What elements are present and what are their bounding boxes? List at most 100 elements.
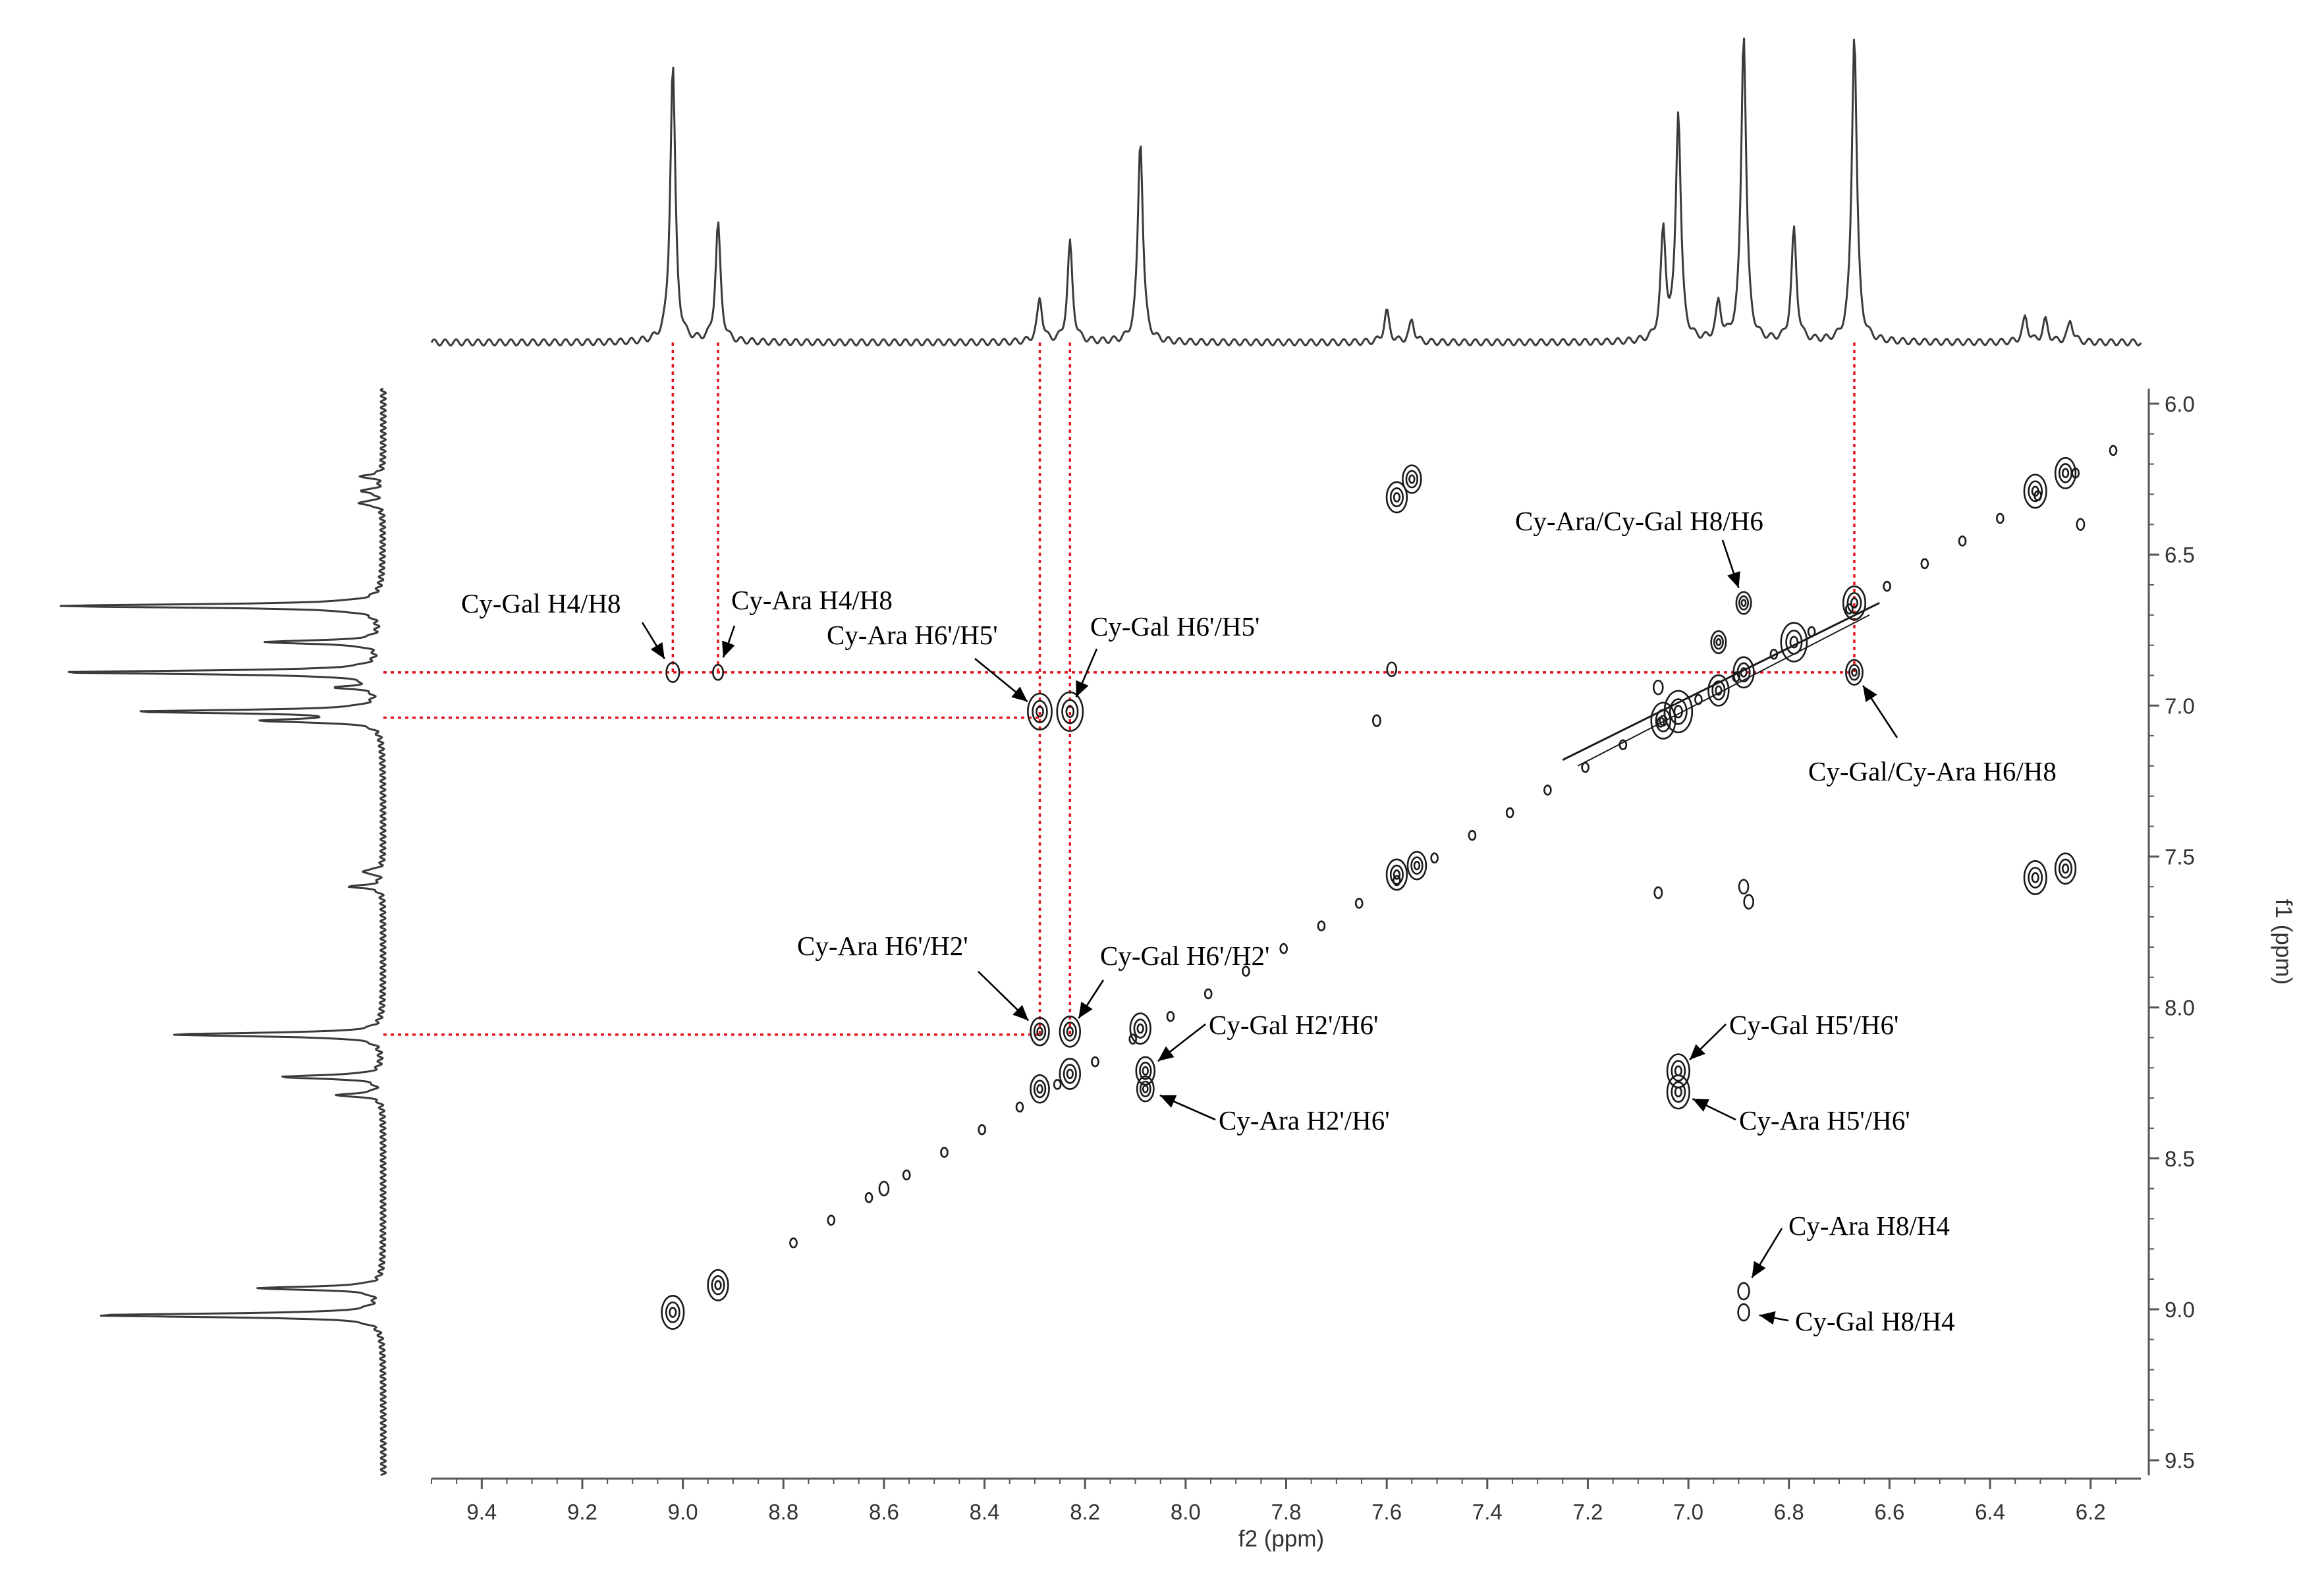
diagonal-dot xyxy=(1468,830,1477,841)
diagonal-ridge xyxy=(1577,614,1870,767)
diagonal-dot xyxy=(1995,512,2005,524)
cross-peak xyxy=(1389,864,1404,885)
diagonal-dot xyxy=(1694,694,1703,705)
x-tick-label: 6.2 xyxy=(2076,1500,2106,1524)
diagonal-dot xyxy=(1543,784,1552,796)
guide-lines xyxy=(383,342,1856,1036)
y-tick-label: 8.0 xyxy=(2165,996,2195,1020)
diagonal-dot xyxy=(1920,558,1929,570)
cross-peak xyxy=(1393,492,1401,503)
x-axis-title: f2 (ppm) xyxy=(1238,1526,1324,1552)
cross-peak xyxy=(2058,858,2073,879)
x-tick-label: 8.2 xyxy=(1070,1500,1100,1524)
diagonal-dot xyxy=(827,1215,836,1226)
cross-peak xyxy=(1737,1303,1750,1322)
cross-peak xyxy=(1738,879,1750,895)
x-tick-label: 6.4 xyxy=(1975,1500,2005,1524)
cross-peak xyxy=(1059,1015,1082,1048)
annotation-arrow xyxy=(1751,1228,1783,1278)
cross-peak xyxy=(1406,850,1427,881)
cross-peak xyxy=(1036,1084,1043,1094)
diagonal-dot xyxy=(1393,875,1401,887)
cross-peak xyxy=(1735,591,1752,615)
cross-peak xyxy=(1027,692,1053,731)
cross-peak xyxy=(1715,638,1722,647)
annotation-label: Cy-Ara H5'/H6' xyxy=(1739,1105,1910,1135)
diagonal-dot xyxy=(1958,535,1967,547)
diagonal-dot xyxy=(1242,966,1250,977)
cross-peak xyxy=(1389,487,1404,508)
annotation-label: Cy-Ara H4/H8 xyxy=(731,585,893,615)
cross-peak xyxy=(2031,485,2039,497)
cross-peak xyxy=(2058,463,2073,483)
cross-peak xyxy=(1142,1084,1149,1093)
diagonal-dot xyxy=(2109,445,2118,456)
cross-peak xyxy=(1142,1066,1149,1076)
cross-peak xyxy=(1385,858,1408,891)
x-tick-label: 8.8 xyxy=(768,1500,798,1524)
diagonal-dot xyxy=(1128,1033,1138,1045)
cross-peak xyxy=(1413,860,1421,871)
annotation-arrow xyxy=(1721,539,1740,589)
cross-peak xyxy=(2023,860,2047,896)
diagonal-dot xyxy=(940,1147,949,1158)
cross-peak xyxy=(878,1180,890,1197)
annotation-arrow xyxy=(641,622,665,660)
diagonal-dot xyxy=(1053,1079,1062,1090)
cross-peak xyxy=(1674,1086,1682,1098)
y-tick-label: 8.5 xyxy=(2165,1147,2195,1171)
cross-peak xyxy=(1030,1016,1050,1047)
y-tick-label: 6.5 xyxy=(2165,543,2195,567)
cross-peak xyxy=(1740,667,1748,678)
cross-peak xyxy=(2023,474,2047,509)
diagonal-dot xyxy=(1015,1101,1024,1113)
cross-peak xyxy=(1405,470,1419,489)
annotation-arrow xyxy=(978,971,1030,1022)
cross-peak xyxy=(1129,1012,1151,1045)
cross-peak xyxy=(1030,1074,1050,1104)
axes: 9.4 9.2 9.0 8.8 8.6 8.4 8.2 8.0 7.8 7.6 7.4 7.2 7.0 6… xyxy=(431,389,2195,1524)
y-tick-label: 7.5 xyxy=(2165,844,2195,869)
x-tick-label: 6.6 xyxy=(1874,1500,1904,1524)
annotation-arrow xyxy=(1157,1023,1206,1062)
cross-peak xyxy=(2028,480,2043,503)
cross-peak xyxy=(1848,664,1860,681)
cross-peak xyxy=(1715,685,1723,696)
cross-peak xyxy=(1061,699,1079,725)
diagonal-dot xyxy=(1883,580,1891,592)
cross-peak xyxy=(1033,1022,1047,1041)
cross-peak xyxy=(1842,585,1867,620)
diagonal-dot xyxy=(1091,1056,1099,1068)
x-tick-label: 7.8 xyxy=(1271,1500,1302,1524)
annotation-label: Cy-Ara H6'/H5' xyxy=(827,620,998,650)
annotation-label: Cy-Ara H2'/H6' xyxy=(1219,1105,1390,1135)
cross-peak xyxy=(1652,679,1664,696)
cross-peak xyxy=(1736,662,1751,682)
y-axis-title: f1 (ppm) xyxy=(2271,899,2296,985)
cross-peak xyxy=(1659,715,1668,727)
cross-peak xyxy=(714,1280,722,1291)
cross-peak xyxy=(1059,1058,1082,1090)
annotation-arrow xyxy=(1692,1098,1736,1121)
x-tick-label: 7.2 xyxy=(1573,1500,1603,1524)
annotation-label: Cy-Gal H6'/H5' xyxy=(1090,611,1259,642)
cross-peak xyxy=(1674,1065,1682,1077)
cross-peak xyxy=(1671,1081,1686,1103)
diagonal-dot xyxy=(1581,761,1590,773)
cross-peak xyxy=(1655,709,1672,732)
diagonal-dot xyxy=(1317,920,1326,932)
cross-peak xyxy=(1732,656,1755,689)
cross-peak xyxy=(707,1269,729,1301)
annotation-arrow xyxy=(974,657,1028,703)
annotation-label: Cy-Gal H2'/H6' xyxy=(1209,1010,1378,1040)
cross-peak xyxy=(1393,869,1401,880)
cross-peaks xyxy=(661,445,2118,1330)
diagonal-dot xyxy=(1505,807,1514,819)
y-tick-label: 9.5 xyxy=(2165,1448,2195,1473)
cross-peak xyxy=(665,1301,680,1323)
annotations: Cy-Gal H4/H8 Cy-Ara H4/H8 Cy-Ara H6'/H5' Cy… xyxy=(461,506,2057,1336)
left-projection-spectrum xyxy=(59,387,387,1477)
annotation-label: Cy-Ara H8/H4 xyxy=(1788,1211,1950,1241)
cross-peak xyxy=(1036,705,1044,718)
